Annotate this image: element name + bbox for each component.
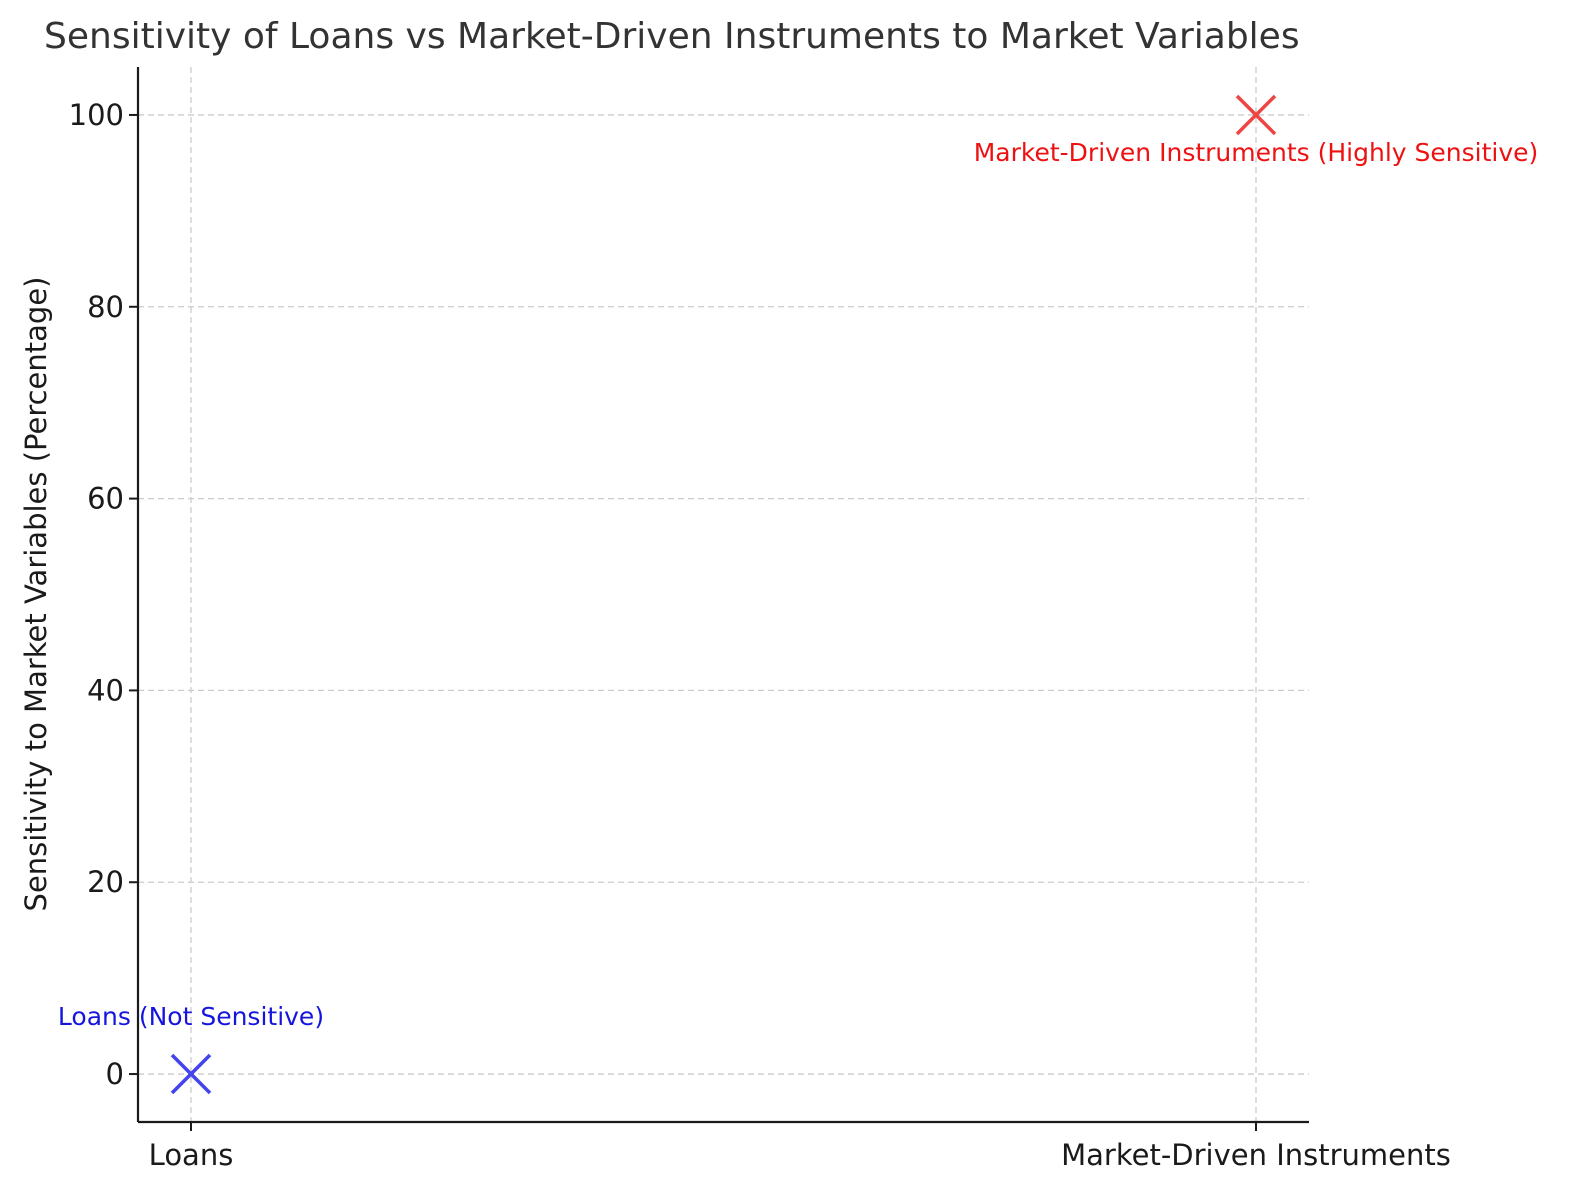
point-annotation: Market-Driven Instruments (Highly Sensit… [974,138,1539,167]
y-tick-label: 40 [87,673,124,707]
y-tick-label: 80 [87,290,124,324]
point-annotation: Loans (Not Sensitive) [58,1002,324,1031]
y-tick-label: 20 [87,865,124,899]
grid [138,67,1309,1122]
y-tick-label: 100 [69,98,124,132]
data-point-marker [1235,94,1277,136]
chart-title: Sensitivity of Loans vs Market-Driven In… [44,16,1300,57]
data-point-marker [170,1053,212,1095]
y-tick-label: 0 [106,1057,124,1091]
y-axis-label: Sensitivity to Market Variables (Percent… [19,277,53,912]
x-tick-label: Market-Driven Instruments [1061,1138,1451,1172]
x-tick-label: Loans [149,1138,234,1172]
axes [136,67,1309,1124]
ticks: 0 20 40 60 80 100 Loans Market-Driven Instrumen… [69,98,1451,1172]
y-tick-label: 60 [87,482,124,516]
annotations: Loans (Not Sensitive) Market-Driven Instr… [58,138,1538,1031]
data-points [170,94,1277,1095]
